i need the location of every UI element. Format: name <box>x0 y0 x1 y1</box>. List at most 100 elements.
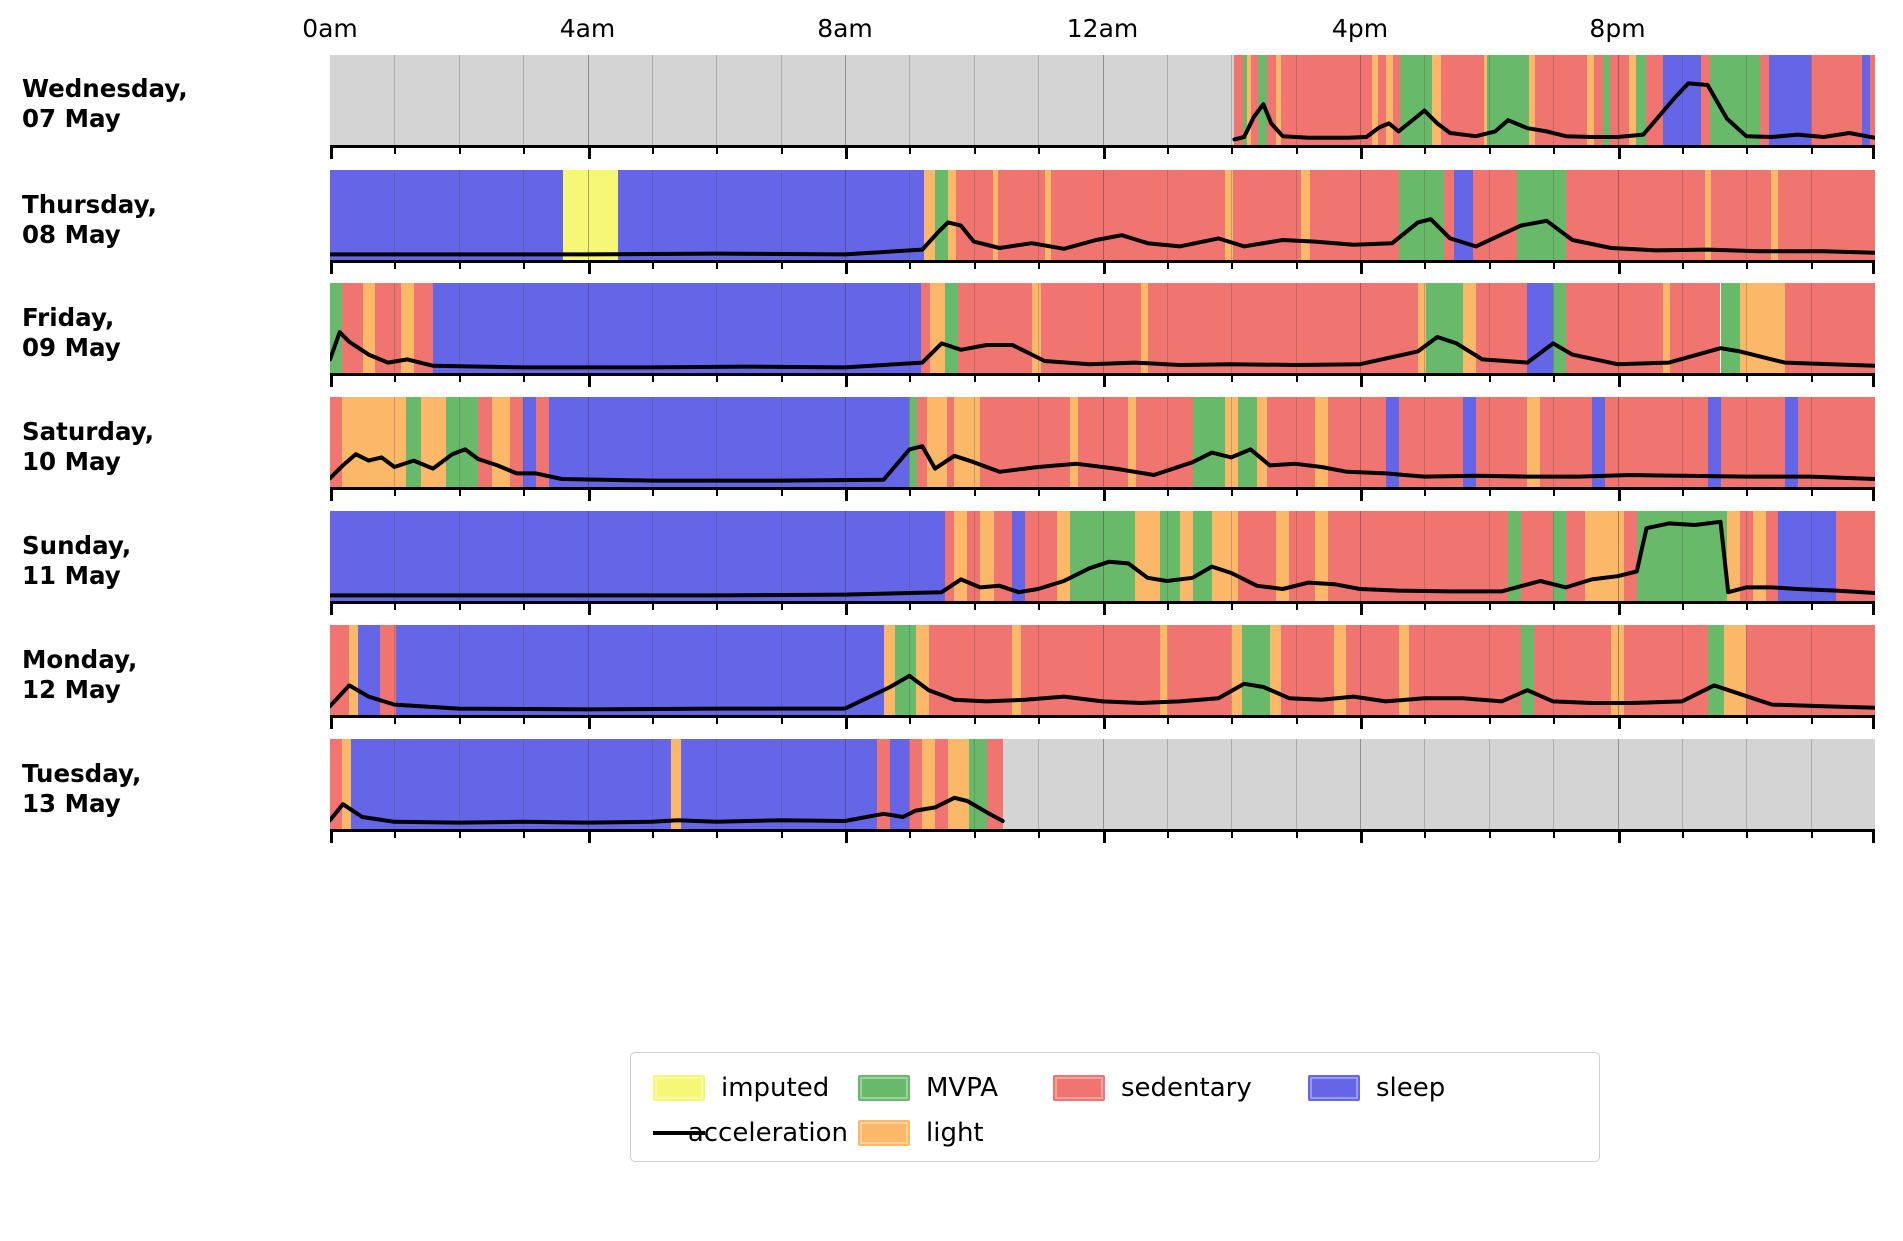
band-sedentary <box>1281 55 1372 145</box>
axis-tick-h6 <box>716 373 719 382</box>
axis-tick-h22 <box>1746 373 1749 382</box>
band-imputed <box>563 170 619 260</box>
axis-tick-h4 <box>587 829 591 843</box>
axis-tick-h2 <box>458 373 461 382</box>
band-light <box>1585 511 1624 601</box>
axis-tick-h16 <box>1360 145 1363 159</box>
axis-tick-h6 <box>716 260 719 269</box>
x-axis-hour-labels: 0am 4am 8am 12am 4pm 8pm <box>302 14 1875 48</box>
axis-tick-h11 <box>1038 715 1041 724</box>
band-light <box>1705 170 1712 260</box>
band-light <box>1211 511 1238 601</box>
axis-tick-h17 <box>1424 487 1427 496</box>
band-sedentary <box>1746 625 1875 715</box>
band-light <box>1611 625 1624 715</box>
axis-tick-h15 <box>1295 715 1298 724</box>
axis-tick-h4 <box>587 260 591 274</box>
axis-tick-h13 <box>1166 487 1169 496</box>
axis-tick-h14 <box>1231 487 1234 496</box>
band-light <box>1070 397 1079 487</box>
band-light <box>341 739 351 829</box>
axis-tick-h4 <box>587 715 591 729</box>
band-sedentary <box>1267 55 1277 145</box>
band-sedentary <box>1784 283 1875 373</box>
band-light <box>1432 55 1442 145</box>
axis-tick-h20 <box>1617 487 1621 501</box>
axis-tick-h23 <box>1810 601 1813 610</box>
band-light <box>1770 170 1779 260</box>
band-MVPA <box>945 283 959 373</box>
axis-tick-h1 <box>394 487 397 496</box>
band-MVPA <box>330 283 342 373</box>
band-light <box>341 397 406 487</box>
axis-tick-h6 <box>716 487 719 496</box>
axis-tick-h2 <box>458 829 461 838</box>
band-sedentary <box>1609 55 1630 145</box>
axis-tick-h3 <box>523 487 526 496</box>
axis-tick-h24 <box>1872 601 1875 615</box>
axis-tick-h6 <box>716 601 719 610</box>
axis-tick-h20 <box>1617 145 1621 159</box>
legend-item-MVPA[interactable]: MVPA <box>858 1073 1043 1103</box>
axis-tick-h5 <box>651 260 654 269</box>
band-sedentary <box>1836 511 1875 601</box>
axis-tick-h9 <box>909 487 912 496</box>
acceleration-trace <box>330 739 1875 829</box>
band-sleep <box>1662 55 1702 145</box>
band-light <box>1398 625 1409 715</box>
axis-tick-h16 <box>1360 260 1363 274</box>
legend-swatch-sedentary <box>1053 1074 1105 1101</box>
axis-tick-h16 <box>1360 373 1363 387</box>
band-sedentary <box>510 397 524 487</box>
axis-tick-h16 <box>1360 829 1363 843</box>
axis-tick-h0 <box>330 260 333 274</box>
axis-tick-h0 <box>330 487 333 501</box>
axis-tick-h18 <box>1488 487 1491 496</box>
axis-tick-h0 <box>330 829 333 843</box>
axis-tick-h21 <box>1681 487 1684 496</box>
axis-tick-h21 <box>1681 145 1684 154</box>
legend-item-acceleration[interactable]: acceleration <box>653 1118 848 1148</box>
band-light <box>421 397 446 487</box>
axis-tick-h9 <box>909 601 912 610</box>
band-light <box>980 511 995 601</box>
band-sedentary <box>380 625 396 715</box>
axis-tick-h9 <box>909 373 912 382</box>
axis-tick-h3 <box>523 829 526 838</box>
x-tick-label-4pm: 4pm <box>1331 14 1389 43</box>
band-sedentary <box>986 739 1004 829</box>
band-light <box>1586 55 1595 145</box>
band-light <box>1527 397 1541 487</box>
legend-item-light[interactable]: light <box>858 1118 1043 1148</box>
axis-tick-h13 <box>1166 829 1169 838</box>
band-sedentary <box>1147 283 1418 373</box>
axis-tick-h7 <box>780 373 783 382</box>
activity-bands <box>330 283 1875 373</box>
band-light <box>1371 55 1379 145</box>
band-nodata <box>1003 739 1875 829</box>
acceleration-trace <box>330 397 1875 487</box>
axis-tick-h24 <box>1872 829 1875 843</box>
axis-tick-h15 <box>1295 145 1298 154</box>
axis-tick-h22 <box>1746 715 1749 724</box>
band-sedentary <box>1797 397 1875 487</box>
axis-tick-h17 <box>1424 715 1427 724</box>
band-light <box>1417 283 1426 373</box>
band-sleep <box>1769 55 1811 145</box>
axis-tick-h23 <box>1810 715 1813 724</box>
legend-item-sedentary[interactable]: sedentary <box>1053 1073 1298 1103</box>
legend-label-MVPA: MVPA <box>926 1072 999 1103</box>
band-sedentary <box>330 397 342 487</box>
acceleration-trace <box>330 625 1875 715</box>
axis-tick-h18 <box>1488 715 1491 724</box>
legend-item-imputed[interactable]: imputed <box>653 1073 848 1103</box>
activity-bands <box>330 170 1875 260</box>
legend-item-sleep[interactable]: sleep <box>1308 1073 1458 1103</box>
axis-tick-h19 <box>1553 487 1556 496</box>
band-light <box>1752 511 1766 601</box>
band-light <box>1031 283 1041 373</box>
band-sedentary <box>330 739 342 829</box>
axis-tick-h24 <box>1872 373 1875 387</box>
band-sedentary <box>1778 170 1875 260</box>
band-sedentary <box>1475 397 1528 487</box>
